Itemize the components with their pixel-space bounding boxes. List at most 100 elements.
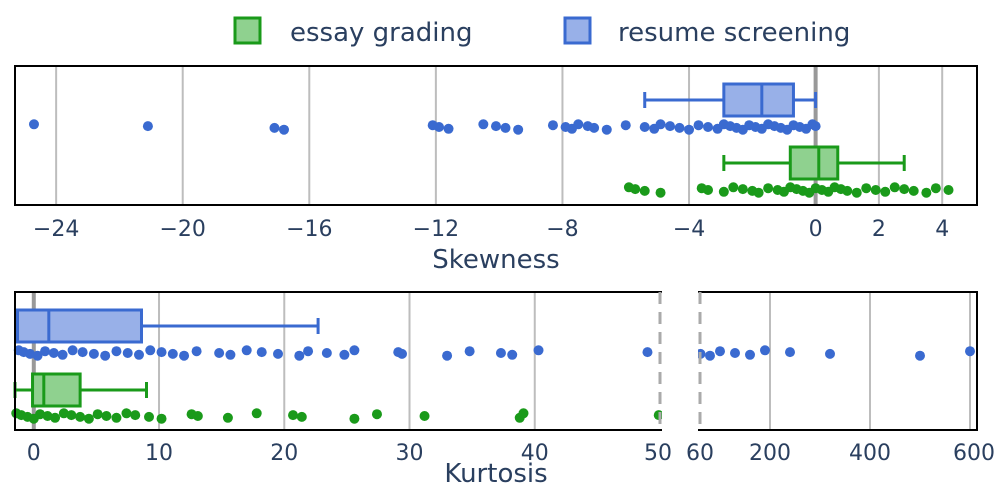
skewness-resume-point — [491, 121, 501, 132]
skewness-essay-point — [921, 187, 932, 198]
kurtosis-essay-point — [50, 412, 61, 423]
skewness-essay-point — [718, 186, 729, 197]
skewness-resume-point — [703, 122, 714, 132]
skewness-resume-point — [684, 124, 695, 135]
kurtosis-tick-label: 10 — [145, 441, 173, 466]
skewness-resume-point — [278, 124, 289, 135]
legend: essay grading resume screening — [233, 16, 850, 48]
kurtosis-resume-point — [273, 348, 284, 359]
skewness-essay-box — [788, 145, 840, 181]
kurtosis-essay-point — [130, 410, 141, 421]
skewness-essay-point — [842, 185, 853, 196]
legend-swatch-essay — [233, 16, 262, 45]
kurtosis-essay-point — [83, 413, 94, 424]
kurtosis-essay-point — [251, 408, 262, 419]
kurtosis-essay-point — [101, 411, 112, 421]
kurtosis-essay-point — [35, 409, 46, 420]
skewness-essay-point — [943, 185, 954, 195]
kurtosis-resume-point — [67, 345, 78, 356]
skewness-tick-label: −20 — [159, 217, 205, 242]
skewness-resume-point — [478, 119, 489, 130]
skewness-tick-label: 2 — [872, 217, 886, 242]
kurtosis-essay-point — [518, 408, 529, 419]
kurtosis-essay-point — [58, 408, 69, 419]
skewness-tick-label: −8 — [546, 217, 578, 242]
kurtosis-essay-point — [349, 413, 360, 424]
legend-swatch-resume — [563, 16, 592, 45]
skewness-resume-point — [589, 122, 600, 133]
kurtosis-axis-title: Kurtosis — [444, 459, 547, 489]
kurtosis-frame — [14, 291, 978, 431]
skewness-tick-label: 0 — [809, 217, 823, 242]
kurtosis-tick-label: 60 — [686, 441, 714, 466]
skewness-resume-point — [500, 122, 511, 133]
skewness-essay-point — [655, 187, 666, 198]
skewness-resume-point — [665, 121, 676, 132]
kurtosis-essay-point — [121, 408, 132, 419]
skewness-resume-point — [601, 124, 612, 135]
kurtosis-resume-point — [965, 346, 975, 357]
kurtosis-marks — [11, 308, 975, 424]
kurtosis-essay-point — [144, 411, 155, 422]
skewness-tick-label: 4 — [935, 217, 949, 242]
kurtosis-resume-point — [214, 348, 225, 358]
kurtosis-resume-point — [57, 349, 68, 360]
legend-label-resume: resume screening — [618, 18, 850, 48]
legend-label-essay: essay grading — [290, 18, 473, 48]
skewness-tick-labels: −24 −20 −16 −12 −8 −4 0 2 4 — [33, 217, 949, 242]
kurtosis-resume-point — [167, 348, 178, 359]
kurtosis-resume-point — [642, 347, 653, 358]
skewness-resume-point — [513, 124, 524, 135]
skewness-resume-point — [655, 119, 666, 130]
skewness-essay-point — [870, 185, 881, 195]
kurtosis-resume-point — [40, 346, 51, 357]
skewness-essay-point — [908, 185, 919, 196]
skewness-marks — [28, 82, 954, 198]
kurtosis-tick-label: 200 — [749, 441, 791, 466]
kurtosis-tick-label: 0 — [27, 441, 41, 466]
kurtosis-resume-point — [507, 349, 518, 360]
skewness-resume-point — [693, 120, 704, 131]
skewness-essay-point — [899, 184, 910, 195]
skewness-essay-point — [703, 185, 714, 195]
kurtosis-resume-point — [111, 346, 122, 357]
kurtosis-resume-point — [339, 349, 350, 360]
kurtosis-resume-point — [745, 349, 755, 360]
kurtosis-resume-point — [825, 348, 835, 359]
kurtosis-resume-point — [133, 349, 144, 360]
skewness-resume-point — [620, 120, 631, 131]
kurtosis-essay-point — [66, 410, 77, 421]
skewness-resume-point — [28, 119, 39, 130]
skewness-essay-point — [753, 187, 764, 198]
kurtosis-resume-point — [715, 346, 725, 357]
kurtosis-essay-point — [92, 409, 103, 420]
skewness-resume-point — [434, 122, 445, 132]
skewness-tick-label: −4 — [673, 217, 705, 242]
kurtosis-essay-point — [296, 411, 307, 422]
kurtosis-essay-point — [371, 409, 382, 420]
skewness-frame — [14, 65, 978, 206]
skewness-resume-point — [674, 122, 685, 133]
skewness-essay-point — [861, 183, 872, 194]
skewness-resume-point — [142, 121, 153, 132]
skewness-resume-point — [443, 123, 454, 134]
skewness-panel: −24 −20 −16 −12 −8 −4 0 2 4 Skewness — [14, 65, 978, 275]
kurtosis-resume-point — [785, 347, 795, 358]
skewness-essay-point — [880, 186, 891, 197]
kurtosis-resume-point — [705, 350, 715, 361]
kurtosis-resume-point — [191, 346, 202, 357]
kurtosis-resume-point — [25, 348, 36, 359]
skewness-gridlines — [55, 66, 944, 205]
kurtosis-resume-point — [100, 350, 111, 361]
kurtosis-resume-point — [145, 345, 156, 356]
kurtosis-resume-point — [303, 346, 314, 357]
kurtosis-resume-point — [32, 350, 43, 361]
kurtosis-resume-point — [495, 348, 506, 358]
kurtosis-resume-box — [16, 308, 143, 344]
skewness-tick-label: −24 — [33, 217, 79, 242]
skewness-essay-point — [851, 187, 862, 198]
skewness-essay-point — [630, 184, 641, 195]
kurtosis-resume-point — [533, 345, 544, 356]
kurtosis-panel: 0 10 20 30 40 50 60 200 400 600 Kurtosis — [11, 285, 995, 489]
skewness-essay-point — [930, 183, 941, 194]
